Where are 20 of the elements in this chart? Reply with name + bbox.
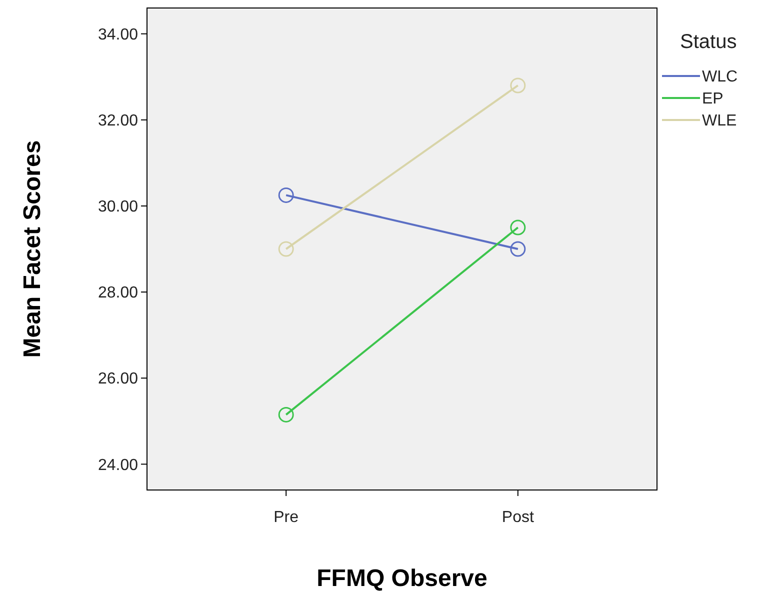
y-tick-label: 30.00 [98, 198, 138, 216]
legend-label: EP [702, 90, 724, 108]
legend-label: WLC [702, 68, 738, 86]
point [510, 78, 526, 94]
legend-title: Status [680, 31, 737, 53]
point [278, 187, 294, 203]
point [278, 406, 294, 422]
x-tick-label: Post [502, 509, 534, 526]
point [510, 241, 526, 257]
y-tick-label: 26.00 [98, 370, 138, 388]
point [510, 220, 526, 236]
y-tick-label: 34.00 [98, 26, 138, 44]
point [278, 241, 294, 257]
y-tick-label: 32.00 [98, 112, 138, 130]
legend-label: WLE [702, 112, 737, 130]
y-tick-label: 28.00 [98, 284, 138, 302]
y-axis-title: Mean Facet Scores [19, 140, 46, 358]
x-tick-label: Pre [274, 509, 299, 526]
x-axis-title: FFMQ Observe [316, 565, 488, 592]
y-tick-label: 24.00 [98, 456, 138, 474]
